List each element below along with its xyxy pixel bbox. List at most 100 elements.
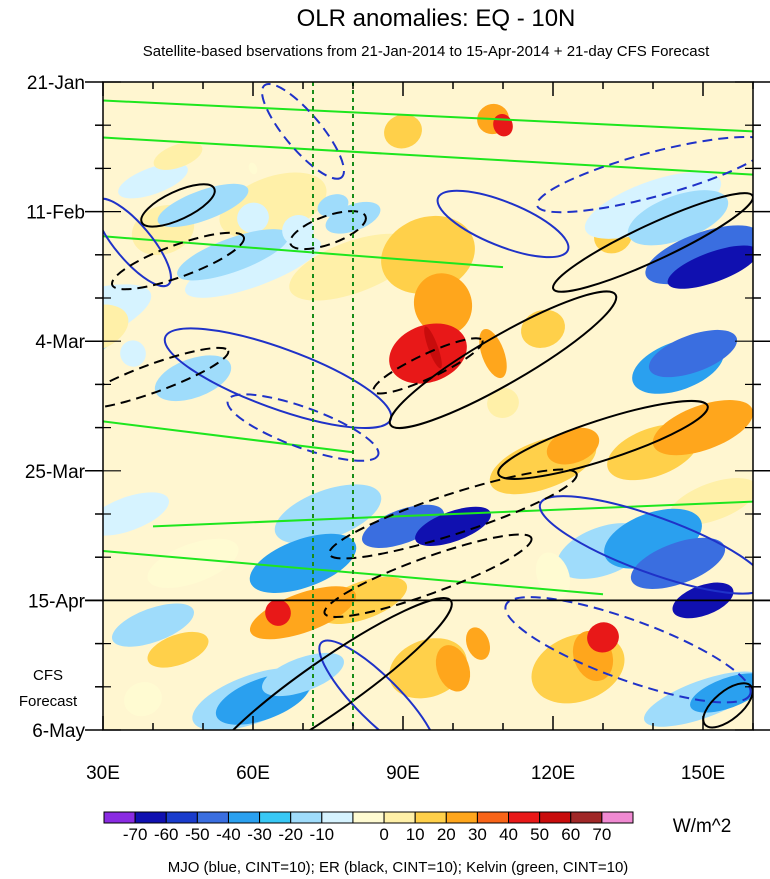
y-tick-label: 6-May: [32, 721, 85, 742]
colorbar-swatch: [321, 811, 354, 824]
colorbar-swatch: [414, 811, 447, 824]
x-axis: 30E 60E 90E 120E 150E: [86, 82, 754, 784]
anomaly-patch: [147, 631, 209, 668]
kelvin-contour: [152, 500, 753, 528]
anomaly-patch: [645, 225, 753, 285]
anomaly-patch: [317, 194, 349, 217]
anomaly-patch: [265, 599, 291, 626]
x-tick-label: 120E: [531, 763, 575, 784]
plot-frame: [102, 81, 754, 731]
colorbar-label: -30: [247, 825, 272, 844]
er-contour: [388, 290, 618, 429]
anomaly-patch: [487, 387, 519, 419]
anomaly-patch: [118, 163, 188, 199]
reference-lines: [312, 82, 354, 730]
colorbar-label: 50: [530, 825, 549, 844]
mjo-contour: [535, 135, 753, 214]
colorbar-label: -10: [310, 825, 335, 844]
y-tick-label: 15-Apr: [28, 591, 86, 612]
colorbar: -70 -60 -50 -40 -30 -20 -10 0 10 20 30 40 50 60 70: [103, 811, 634, 844]
colorbar-label: 30: [468, 825, 487, 844]
er-contour: [328, 468, 578, 560]
x-tick-label: 30E: [86, 763, 120, 784]
chart-subtitle: Satellite-based bservations from 21-Jan-…: [143, 43, 710, 60]
colorbar-label: 40: [499, 825, 518, 844]
anomaly-patch: [112, 603, 194, 647]
colorbar-swatch: [570, 811, 603, 824]
mjo-contour: [261, 82, 345, 180]
er-contour: [323, 533, 533, 618]
anomaly-patch: [185, 236, 321, 298]
colorbar-label: -20: [278, 825, 303, 844]
anomaly-patch: [381, 215, 475, 294]
colorbar-label: -50: [185, 825, 210, 844]
colorbar-swatch: [165, 811, 198, 824]
mjo-contour: [436, 189, 570, 259]
anomaly-patch: [237, 202, 269, 233]
colorbar-swatch: [383, 811, 416, 824]
colorbar-swatch: [196, 811, 229, 824]
colorbar-swatch: [290, 811, 323, 824]
colorbar-label: -70: [123, 825, 148, 844]
anomaly-patch: [103, 492, 169, 536]
er-contour: [702, 682, 753, 729]
anomaly-patch: [153, 142, 203, 170]
mjo-contour: [318, 639, 438, 730]
y-tick-label: 21-Jan: [27, 73, 85, 94]
x-tick-label: 90E: [386, 763, 420, 784]
colorbar-swatch: [103, 811, 136, 824]
colorbar-label: -60: [154, 825, 179, 844]
anomaly-patch: [274, 484, 382, 544]
anomaly-patch: [587, 622, 619, 653]
anomaly-patch: [424, 326, 442, 369]
y-tick-label: 11-Feb: [26, 203, 85, 224]
chart-title: OLR anomalies: EQ - 10N: [297, 5, 576, 32]
colorbar-swatch: [601, 811, 634, 824]
anomaly-patch: [249, 586, 357, 640]
colorbar-label: 70: [592, 825, 611, 844]
er-contour: [110, 231, 246, 291]
colorbar-swatch: [539, 811, 572, 824]
er-contour: [372, 337, 484, 395]
colorbar-swatch: [508, 811, 541, 824]
y-tick-label: 4-Mar: [35, 332, 85, 353]
anomaly-patch: [546, 427, 600, 465]
anomaly-patch: [521, 309, 565, 348]
colorbar-label: 0: [379, 825, 388, 844]
colorbar-swatch: [352, 811, 385, 824]
anomaly-patch: [120, 340, 146, 367]
forecast-label-line2: Forecast: [19, 693, 78, 710]
y-axis: 21-Jan 11-Feb 4-Mar 25-Mar 15-Apr 6-May: [25, 73, 770, 742]
er-contour: [103, 346, 230, 410]
mjo-contour: [226, 393, 380, 462]
y-tick-label: 25-Mar: [25, 462, 86, 483]
colorbar-label: 10: [406, 825, 425, 844]
anomaly-patch: [667, 245, 753, 289]
colorbar-swatch: [476, 811, 510, 824]
anomaly-patch: [249, 533, 357, 593]
colorbar-label: -40: [216, 825, 241, 844]
contour-caption: MJO (blue, CINT=10); ER (black, CINT=10)…: [168, 859, 629, 876]
anomaly-patch: [627, 190, 729, 246]
er-contour: [497, 399, 709, 480]
anomaly-patch: [630, 537, 726, 589]
x-tick-label: 60E: [236, 763, 270, 784]
colorbar-swatch: [227, 811, 261, 824]
anomaly-patch: [248, 162, 258, 175]
colorbar-label: 20: [437, 825, 456, 844]
anomaly-patch: [652, 400, 753, 456]
anomaly-patch: [415, 506, 491, 546]
mjo-contour: [538, 495, 753, 595]
mjo-contour: [504, 596, 752, 704]
colorbar-swatch: [259, 811, 292, 824]
kelvin-contour: [103, 235, 504, 269]
anomaly-patch: [466, 627, 490, 660]
kelvin-contour: [103, 136, 753, 176]
anomaly-patch: [435, 645, 471, 692]
kelvin-contour: [103, 99, 753, 133]
anomaly-patch: [384, 114, 422, 149]
anomaly-patch: [147, 538, 239, 588]
er-contour: [289, 210, 367, 251]
colorbar-label: 60: [561, 825, 580, 844]
